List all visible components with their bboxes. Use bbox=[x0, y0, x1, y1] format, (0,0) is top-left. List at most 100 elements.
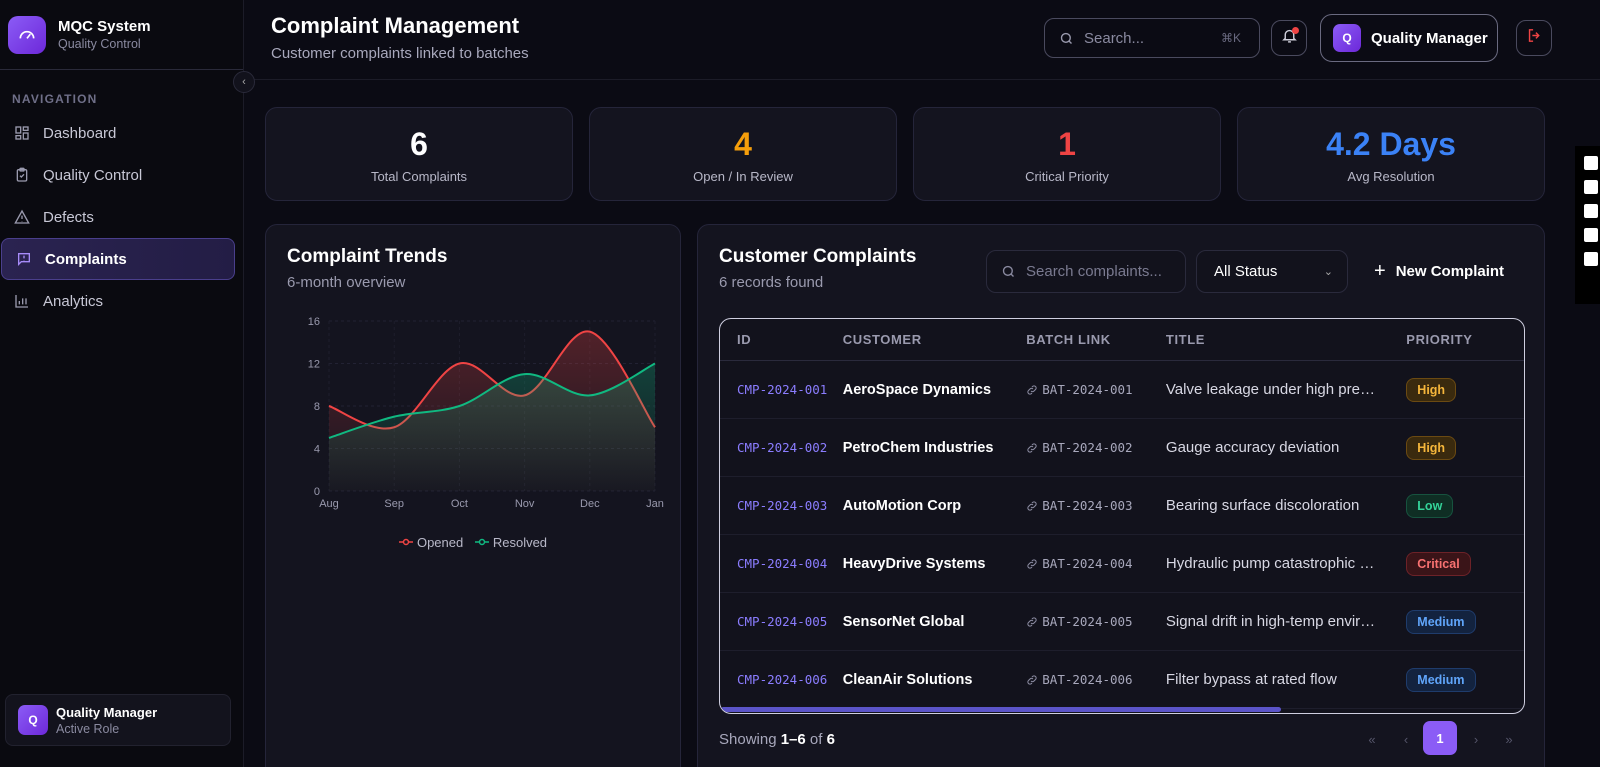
gear-icon[interactable] bbox=[1584, 252, 1598, 266]
complaint-title: Bearing surface discoloration bbox=[1165, 497, 1360, 514]
sidebar-item-dashboard[interactable]: Dashboard bbox=[0, 112, 235, 154]
copy-icon[interactable] bbox=[1584, 228, 1598, 242]
customer-name: PetroChem Industries bbox=[842, 440, 994, 456]
customer-name: HeavyDrive Systems bbox=[842, 556, 986, 572]
user-menu-button[interactable]: Q Quality Manager bbox=[1320, 14, 1498, 62]
brand-title: MQC System bbox=[58, 18, 151, 35]
sidebar-item-label: Complaints bbox=[45, 250, 127, 268]
avatar: Q bbox=[18, 705, 48, 735]
cell-title: Signal drift in high-temp environment bbox=[1166, 613, 1406, 630]
sidebar-item-label: Quality Control bbox=[43, 166, 143, 184]
complaint-id-link[interactable]: CMP-2024-003 bbox=[737, 498, 828, 513]
top-header: Complaint Management Customer complaints… bbox=[244, 0, 1600, 80]
column-header-title[interactable]: TITLE bbox=[1165, 332, 1206, 347]
horizontal-scrollbar[interactable] bbox=[721, 707, 1281, 712]
microphone-icon[interactable] bbox=[1584, 204, 1598, 218]
series-area-resolved bbox=[329, 363, 655, 491]
complaint-id-link[interactable]: CMP-2024-002 bbox=[737, 440, 828, 455]
sidebar-item-label: Defects bbox=[43, 208, 94, 226]
global-search-input[interactable]: Search... ⌘K bbox=[1044, 18, 1260, 58]
stat-label: Avg Resolution bbox=[1347, 169, 1435, 184]
link-icon bbox=[1027, 558, 1037, 569]
sidebar-item-defects[interactable]: Defects bbox=[0, 196, 235, 238]
x-tick-label: Aug bbox=[319, 498, 339, 510]
next-page-button[interactable]: › bbox=[1473, 731, 1479, 747]
stat-label: Total Complaints bbox=[370, 169, 468, 184]
panel-title: Customer Complaints bbox=[719, 246, 917, 267]
legend-item-resolved[interactable]: Resolved bbox=[474, 535, 547, 550]
y-tick-label: 12 bbox=[308, 359, 320, 371]
batch-link[interactable]: BAT-2024-005 bbox=[1026, 614, 1166, 629]
window-icon[interactable] bbox=[1584, 180, 1598, 194]
page-subtitle: Customer complaints linked to batches bbox=[271, 45, 529, 62]
table-row[interactable]: CMP-2024-002 PetroChem Industries BAT-2024… bbox=[720, 419, 1524, 477]
batch-link[interactable]: BAT-2024-001 bbox=[1026, 382, 1166, 397]
y-tick-label: 4 bbox=[314, 444, 320, 456]
batch-link[interactable]: BAT-2024-003 bbox=[1026, 498, 1166, 513]
last-page-button[interactable]: » bbox=[1505, 731, 1513, 747]
legend-marker-icon bbox=[474, 538, 489, 546]
collapse-sidebar-button[interactable]: ‹ bbox=[233, 71, 255, 93]
batch-link[interactable]: BAT-2024-006 bbox=[1026, 672, 1166, 687]
cell-priority: Medium bbox=[1406, 667, 1524, 692]
column-header-batch[interactable]: BATCH LINK bbox=[1026, 332, 1111, 347]
cell-batch: BAT-2024-003 bbox=[1026, 498, 1166, 513]
legend-item-opened[interactable]: Opened bbox=[398, 534, 464, 550]
camera-icon[interactable] bbox=[1584, 156, 1598, 170]
table-row[interactable]: CMP-2024-006 CleanAir Solutions BAT-2024-0… bbox=[720, 651, 1524, 709]
logout-button[interactable] bbox=[1516, 20, 1552, 56]
first-page-button[interactable]: « bbox=[1368, 731, 1376, 747]
floating-toolbar bbox=[1575, 146, 1600, 304]
series-line-resolved[interactable] bbox=[328, 362, 656, 439]
column-header-id[interactable]: ID bbox=[737, 332, 752, 347]
role-card[interactable]: Q Quality Manager Active Role bbox=[5, 694, 231, 746]
x-tick-label: Dec bbox=[580, 498, 600, 510]
complaints-search-input[interactable]: Search complaints... bbox=[986, 250, 1186, 293]
sidebar-item-analytics[interactable]: Analytics bbox=[0, 280, 235, 322]
table-row[interactable]: CMP-2024-004 HeavyDrive Systems BAT-2024-0… bbox=[720, 535, 1524, 593]
user-name: Quality Manager bbox=[1371, 29, 1488, 47]
table-row[interactable]: CMP-2024-003 AutoMotion Corp BAT-2024-003 B… bbox=[720, 477, 1524, 535]
x-tick-label: Sep bbox=[384, 498, 404, 510]
table-row[interactable]: CMP-2024-001 AeroSpace Dynamics BAT-2024-0… bbox=[720, 361, 1524, 419]
column-header-priority[interactable]: PRIORITY bbox=[1406, 332, 1473, 347]
notifications-button[interactable] bbox=[1271, 20, 1307, 56]
table-header: ID CUSTOMER BATCH LINK TITLE PRIORITY bbox=[720, 319, 1524, 361]
status-filter-value: All Status bbox=[1214, 263, 1278, 280]
page-1-button[interactable]: 1 bbox=[1423, 721, 1457, 755]
cell-priority: High bbox=[1406, 377, 1524, 402]
search-icon bbox=[1059, 31, 1074, 46]
stat-card-total: 6 Total Complaints bbox=[265, 107, 573, 201]
search-shortcut: ⌘K bbox=[1220, 31, 1241, 45]
brand[interactable]: MQC System Quality Control bbox=[0, 0, 243, 70]
complaint-id-link[interactable]: CMP-2024-005 bbox=[737, 614, 828, 629]
table-row[interactable]: CMP-2024-005 SensorNet Global BAT-2024-005… bbox=[720, 593, 1524, 651]
prev-page-button[interactable]: ‹ bbox=[1403, 731, 1409, 747]
complaint-id-link[interactable]: CMP-2024-004 bbox=[737, 556, 828, 571]
cell-id: CMP-2024-004 bbox=[720, 555, 843, 572]
stat-value: 6 bbox=[410, 126, 428, 162]
summary-prefix: Showing bbox=[719, 731, 777, 748]
legend-label: Opened bbox=[416, 534, 464, 550]
bell-icon bbox=[1281, 27, 1298, 49]
priority-badge: Critical bbox=[1406, 551, 1471, 576]
complaint-id-link[interactable]: CMP-2024-006 bbox=[737, 672, 828, 687]
priority-badge: Low bbox=[1406, 493, 1454, 518]
nav-heading: NAVIGATION bbox=[12, 92, 98, 106]
status-filter-select[interactable]: All Status ⌄ bbox=[1196, 250, 1348, 293]
priority-badge: High bbox=[1406, 435, 1457, 460]
new-complaint-button[interactable]: + New Complaint bbox=[1374, 250, 1504, 293]
avatar: Q bbox=[1333, 24, 1361, 52]
cell-title: Hydraulic pump catastrophic failure bbox=[1166, 555, 1406, 572]
message-alert-icon bbox=[15, 250, 33, 268]
complaint-id-link[interactable]: CMP-2024-001 bbox=[737, 382, 828, 397]
sidebar-item-quality-control[interactable]: Quality Control bbox=[0, 154, 235, 196]
column-header-customer[interactable]: CUSTOMER bbox=[842, 332, 922, 347]
complaint-trends-panel: Complaint Trends 6-month overview 0 4 8 12 1… bbox=[265, 224, 681, 767]
batch-id: BAT-2024-001 bbox=[1042, 382, 1133, 397]
batch-link[interactable]: BAT-2024-004 bbox=[1026, 556, 1166, 571]
sidebar-item-complaints[interactable]: Complaints bbox=[1, 238, 235, 280]
pagination-summary: Showing 1–6 of 6 bbox=[719, 731, 835, 748]
batch-link[interactable]: BAT-2024-002 bbox=[1026, 440, 1166, 455]
search-placeholder: Search... bbox=[1084, 29, 1145, 47]
